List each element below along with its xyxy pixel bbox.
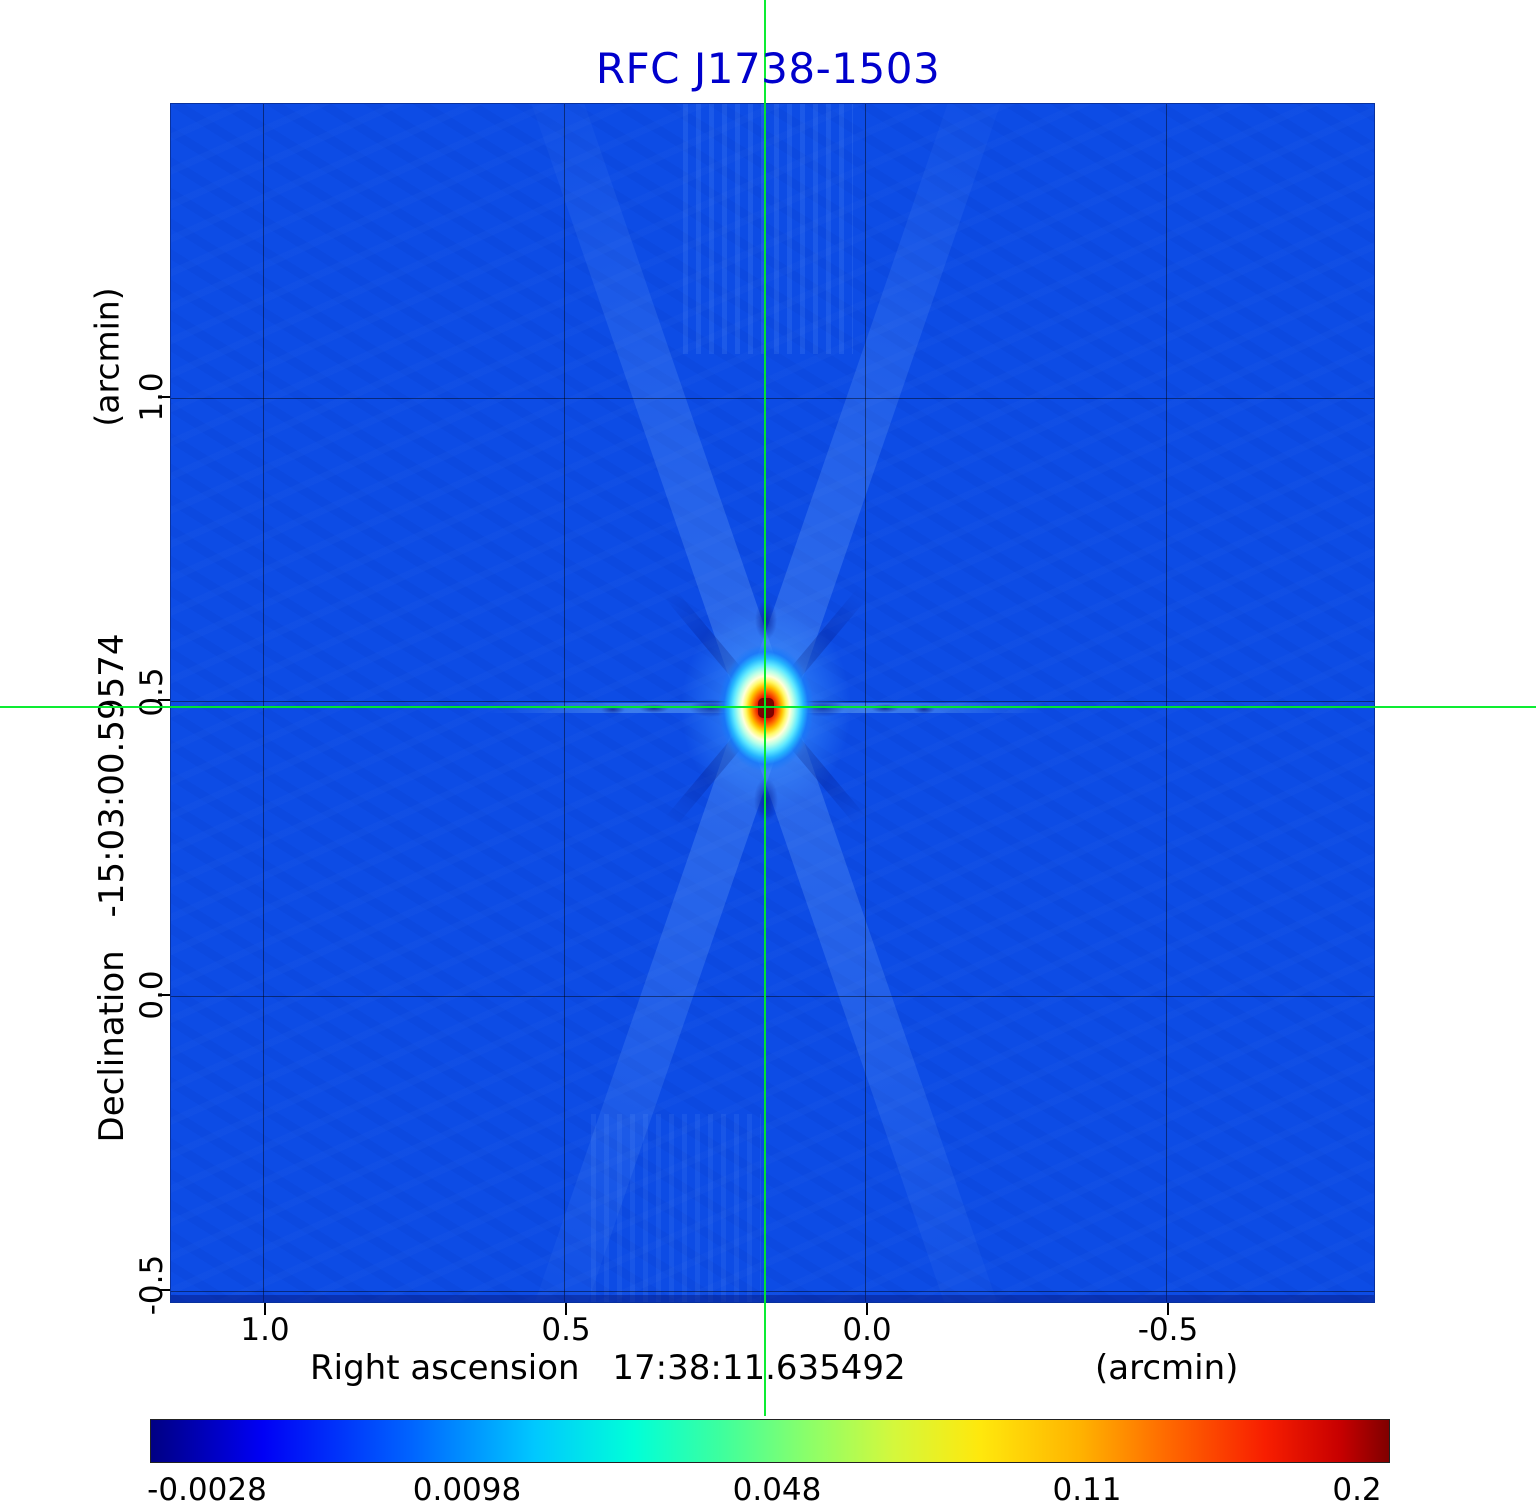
y-axis-name: Declination <box>92 950 132 1143</box>
x-axis-tick <box>264 1303 266 1315</box>
grid-line <box>171 996 1374 997</box>
colorbar-tick-label: 0.11 <box>1052 1472 1122 1508</box>
grid-line <box>564 104 565 1302</box>
y-axis-coordinate: -15:03:00.59574 <box>92 633 132 918</box>
grid-line <box>171 398 1374 399</box>
x-axis-tick <box>866 1303 868 1315</box>
x-tick-label: -0.5 <box>1137 1312 1199 1348</box>
x-tick-label: 1.0 <box>240 1312 290 1348</box>
x-axis-tick <box>565 1303 567 1315</box>
x-axis-title: Right ascension 17:38:11.635492 <box>310 1348 906 1388</box>
y-tick-label: 0.5 <box>134 667 170 717</box>
x-axis-tick <box>1167 1303 1169 1315</box>
grid-line <box>1166 104 1167 1302</box>
y-axis-title: Declination -15:03:00.59574 <box>92 634 132 1143</box>
crosshair-vertical-line <box>764 0 766 1416</box>
y-axis-unit-label: (arcmin) <box>87 287 127 427</box>
y-axis-tick <box>158 699 170 701</box>
dark-sidelobe-dash <box>639 704 669 713</box>
sidelobe-ripples <box>683 104 853 354</box>
plot-title: RFC J1738-1503 <box>595 44 941 93</box>
colorbar-tick-label: -0.0028 <box>147 1472 267 1508</box>
crosshair-horizontal-line <box>0 706 1536 708</box>
colorbar-tick-label: 0.2 <box>1332 1472 1382 1508</box>
colorbar-tick-label: 0.0098 <box>412 1472 522 1508</box>
dark-sidelobe-dash <box>913 705 935 714</box>
x-axis-name: Right ascension <box>310 1348 580 1388</box>
y-tick-label: -0.5 <box>134 1254 170 1316</box>
edge-dark-strip <box>171 1295 1374 1302</box>
colorbar-tick-label: 0.048 <box>732 1472 822 1508</box>
y-axis-tick <box>158 1289 170 1291</box>
y-axis-tick <box>158 994 170 996</box>
x-axis-unit-label: (arcmin) <box>1095 1348 1239 1388</box>
x-axis-coordinate: 17:38:11.635492 <box>612 1348 906 1388</box>
dark-sidelobe-dash <box>601 705 625 714</box>
grid-line <box>263 104 264 1302</box>
image-plot-area <box>170 103 1375 1303</box>
sidelobe-ripples <box>591 1114 761 1302</box>
y-axis-tick <box>158 396 170 398</box>
colorbar <box>150 1419 1390 1463</box>
x-tick-label: 0.5 <box>541 1312 591 1348</box>
source-core <box>758 698 774 718</box>
dark-lobe <box>754 778 778 822</box>
dark-lobe <box>755 600 777 640</box>
grid-line <box>865 104 866 1302</box>
dark-sidelobe-dash <box>871 704 899 713</box>
x-tick-label: 0.0 <box>842 1312 892 1348</box>
grid-line <box>171 1291 1374 1292</box>
